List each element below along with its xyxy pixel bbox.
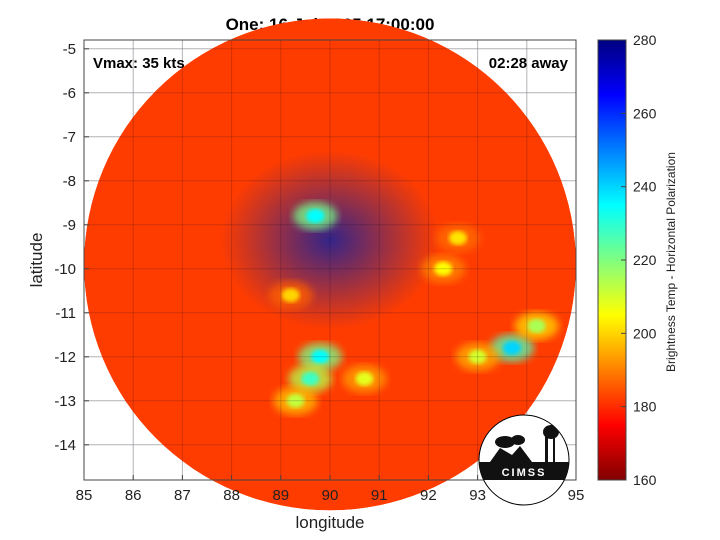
feature-band-south-a — [311, 349, 330, 364]
x-tick-label: 92 — [420, 487, 437, 504]
feature-band-southeast — [355, 371, 374, 386]
colorbar-tick-label: 220 — [633, 252, 657, 268]
feature-band-far-east-b — [527, 319, 546, 333]
colorbar-tick-label: 240 — [633, 179, 657, 195]
feature-band-east — [434, 261, 453, 276]
feature-band-west — [281, 288, 300, 303]
y-tick-label: -12 — [54, 349, 76, 366]
y-tick-label: -14 — [54, 437, 76, 454]
feature-band-far-east-c — [468, 349, 487, 364]
x-tick-label: 85 — [76, 487, 93, 504]
microwave-swath — [84, 18, 576, 511]
colorbar-tick-label: 260 — [633, 105, 657, 121]
colorbar-ticks: 280 260 240 220 200 180 160 — [621, 32, 657, 488]
colorbar-tick-label: 280 — [633, 32, 657, 48]
x-tick-label: 88 — [223, 487, 240, 504]
y-tick-label: -5 — [63, 41, 76, 58]
time-offset-label: 02:28 away — [489, 55, 569, 72]
y-tick-label: -13 — [54, 393, 76, 410]
x-tick-label: 93 — [469, 487, 486, 504]
colorbar-label: Brightness Temp - Horizontal Polarizatio… — [664, 152, 678, 372]
y-tick-label: -6 — [63, 85, 76, 102]
y-tick-label: -11 — [55, 305, 76, 322]
grid-overlay — [83, 40, 577, 480]
y-axis-label: latitude — [27, 233, 46, 288]
feature-band-south-c — [286, 393, 305, 408]
storm-features — [268, 202, 559, 415]
x-tick-label: 89 — [272, 487, 289, 504]
feature-eye — [306, 209, 325, 223]
colorbar-tick-label: 160 — [633, 472, 657, 488]
y-tick-label: -10 — [54, 261, 76, 278]
x-tick-label: 95 — [568, 487, 585, 504]
y-axis-ticks: -5 -6 -7 -8 -9 -10 -11 -12 -13 -14 — [54, 41, 89, 454]
satellite-dish-icon — [495, 436, 515, 448]
x-tick-label: 86 — [125, 487, 142, 504]
feature-band-far-east-a — [503, 341, 522, 355]
x-axis-label: longitude — [295, 513, 364, 532]
feature-band-east-upper — [448, 231, 467, 245]
x-tick-label: 91 — [371, 487, 388, 504]
y-tick-label: -8 — [63, 173, 76, 190]
y-tick-label: -9 — [63, 217, 76, 234]
feature-band-south-b — [301, 371, 320, 386]
storm-core — [220, 150, 440, 330]
logo-text: CIMSS — [502, 467, 547, 479]
water-tower-icon — [543, 425, 559, 439]
y-tick-label: -7 — [63, 129, 76, 146]
cimss-logo: CIMSS — [478, 414, 570, 506]
vmax-label: Vmax: 35 kts — [93, 55, 185, 72]
colorbar-tick-label: 180 — [633, 399, 657, 415]
x-tick-label: 87 — [174, 487, 191, 504]
colorbar-tick-label: 200 — [633, 325, 657, 341]
x-tick-label: 90 — [322, 487, 339, 504]
